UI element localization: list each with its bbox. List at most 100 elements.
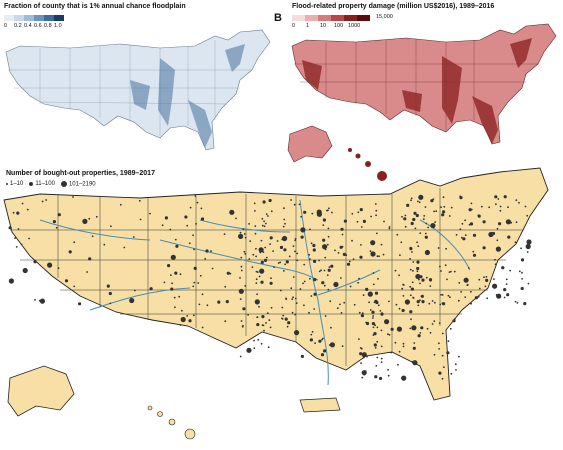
buyout-dot bbox=[499, 205, 502, 208]
buyout-dot bbox=[377, 278, 379, 280]
buyout-dot bbox=[453, 270, 456, 273]
buyout-dot bbox=[486, 297, 489, 300]
buyout-dot bbox=[239, 298, 242, 300]
buyout-dot bbox=[521, 271, 523, 274]
buyout-dot bbox=[444, 264, 447, 267]
buyout-dot bbox=[430, 199, 434, 203]
buyout-dot bbox=[15, 246, 18, 248]
buyout-dot bbox=[496, 239, 499, 242]
buyout-dot bbox=[258, 275, 261, 278]
buyout-dot bbox=[348, 260, 351, 263]
legend-medium: 11–100 bbox=[29, 181, 55, 187]
buyout-dot bbox=[441, 332, 444, 335]
buyout-dot bbox=[362, 356, 365, 359]
buyout-dot bbox=[379, 376, 383, 381]
buyout-dot bbox=[411, 281, 414, 284]
buyout-dot bbox=[346, 262, 351, 266]
buyout-dot bbox=[330, 326, 332, 329]
buyout-dot bbox=[261, 224, 264, 227]
buyout-dot bbox=[337, 252, 340, 254]
buyout-dot bbox=[409, 310, 413, 314]
buyout-dot bbox=[294, 237, 297, 240]
buyout-dot bbox=[256, 323, 260, 327]
buyout-dot bbox=[206, 304, 209, 307]
buyout-dot bbox=[387, 368, 389, 371]
buyout-dot bbox=[505, 283, 508, 285]
buyout-dot bbox=[169, 228, 172, 231]
buyout-dot bbox=[174, 238, 177, 241]
buyout-dot bbox=[498, 222, 502, 226]
buyout-dot bbox=[459, 196, 463, 200]
buyout-dot bbox=[374, 347, 377, 349]
buyout-dot bbox=[244, 252, 247, 255]
buyout-dot bbox=[328, 270, 331, 272]
buyout-dot bbox=[409, 327, 412, 330]
buyout-dot bbox=[283, 270, 285, 272]
buyout-dot bbox=[409, 268, 412, 271]
buyout-dot bbox=[441, 294, 444, 296]
buyout-dot bbox=[440, 293, 442, 296]
buyout-dot bbox=[472, 250, 475, 253]
buyout-dot bbox=[358, 277, 360, 280]
buyout-dot bbox=[327, 227, 330, 230]
buyout-dot bbox=[416, 270, 419, 273]
buyout-dot bbox=[373, 343, 377, 347]
buyout-dot bbox=[359, 352, 363, 356]
buyout-dot bbox=[175, 244, 179, 248]
buyout-dot bbox=[314, 342, 316, 344]
buyout-dot bbox=[431, 323, 434, 325]
buyout-dot bbox=[313, 308, 316, 310]
buyout-dot bbox=[261, 324, 264, 327]
buyout-dot bbox=[439, 265, 441, 268]
buyout-dot bbox=[402, 295, 405, 297]
buyout-dot bbox=[260, 342, 263, 345]
buyout-dot bbox=[396, 233, 399, 236]
buyout-dot bbox=[171, 282, 174, 285]
buyout-dot bbox=[321, 281, 325, 285]
buyout-dot bbox=[369, 250, 372, 253]
buyout-dot bbox=[268, 198, 272, 203]
buyout-dot bbox=[478, 278, 481, 281]
buyout-dot bbox=[192, 234, 195, 237]
buyout-dot bbox=[450, 206, 453, 209]
buyout-dot bbox=[240, 256, 243, 259]
buyout-dot bbox=[309, 277, 311, 280]
buyout-dot bbox=[515, 221, 518, 224]
buyout-dot bbox=[410, 199, 412, 202]
buyout-dot bbox=[45, 199, 47, 201]
buyout-dot bbox=[399, 254, 401, 256]
buyout-dot bbox=[255, 247, 257, 250]
buyout-dot bbox=[376, 340, 379, 343]
buyout-dot bbox=[415, 213, 419, 218]
buyout-dot bbox=[17, 228, 20, 230]
buyout-dot bbox=[458, 282, 461, 284]
buyout-dot bbox=[300, 227, 306, 233]
buyout-dot bbox=[22, 267, 28, 274]
buyout-dot bbox=[365, 321, 370, 326]
buyout-dot bbox=[418, 278, 420, 281]
buyout-dot bbox=[174, 272, 177, 275]
buyout-dot bbox=[410, 287, 414, 291]
buyout-dot bbox=[470, 302, 472, 305]
buyout-dot bbox=[254, 225, 257, 227]
buyout-dot bbox=[449, 327, 452, 330]
buyout-dot bbox=[402, 345, 405, 348]
buyout-dot bbox=[266, 312, 269, 314]
buyout-dot bbox=[255, 278, 258, 281]
buyout-dot bbox=[419, 299, 421, 301]
buyout-dot bbox=[503, 195, 507, 199]
buyout-dot bbox=[108, 291, 112, 296]
buyout-dot bbox=[455, 234, 458, 236]
buyout-dot bbox=[477, 214, 480, 217]
buyout-dot bbox=[327, 235, 330, 238]
buyout-dot bbox=[293, 203, 296, 206]
buyout-dot bbox=[34, 299, 36, 301]
buyout-dot bbox=[322, 238, 326, 242]
buyout-dot bbox=[438, 348, 440, 350]
buyout-dot bbox=[254, 232, 257, 235]
buyout-dot bbox=[322, 244, 328, 250]
buyout-dot bbox=[417, 334, 421, 338]
buyout-dot bbox=[413, 326, 415, 328]
buyout-dot bbox=[360, 226, 363, 228]
buyout-dot bbox=[258, 247, 264, 253]
